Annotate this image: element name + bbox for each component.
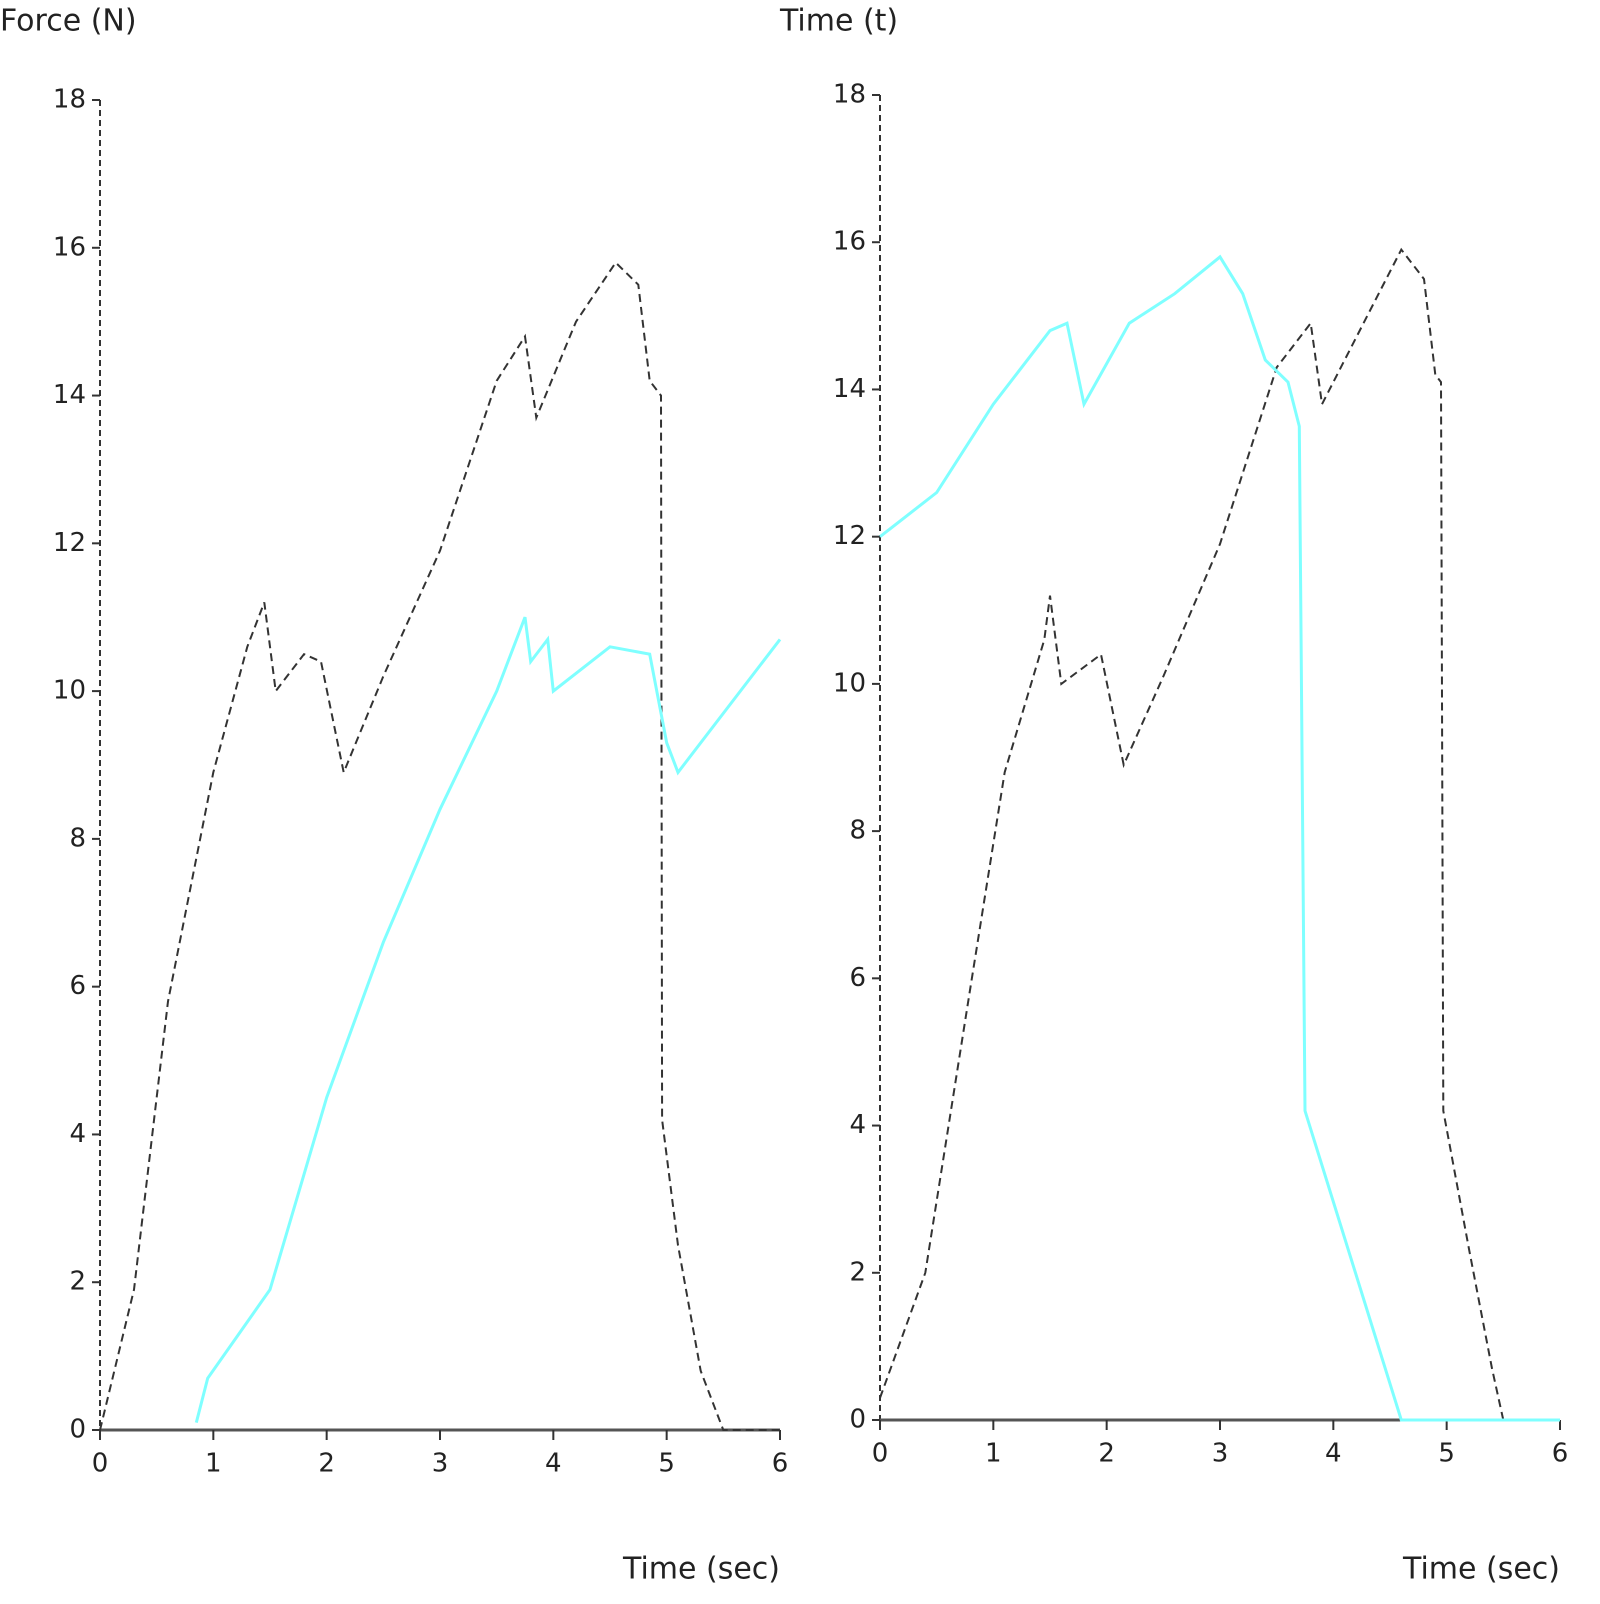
x-tick-label: 1 [205,1449,222,1479]
y-tick-label: 8 [69,823,86,853]
x-tick-label: 1 [985,1439,1002,1469]
y-tick-label: 4 [69,1119,86,1149]
y-axis-label: Time (t) [779,4,898,39]
y-tick-label: 12 [833,521,866,551]
y-tick-label: 8 [849,816,866,846]
x-axis-label: Time (sec) [622,1552,780,1587]
y-tick-label: 6 [849,963,866,993]
data-line [99,261,780,1431]
x-axis-label: Time (sec) [1402,1552,1560,1587]
data-line [879,247,1560,1421]
y-tick-label: 6 [69,971,86,1001]
y-tick-label: 2 [849,1257,866,1287]
x-tick-label: 5 [658,1449,675,1479]
data-line [879,254,1560,1422]
y-tick-label: 12 [53,528,86,558]
x-tick-label: 6 [772,1449,789,1479]
x-tick-label: 0 [92,1449,109,1479]
y-tick-label: 16 [53,232,86,262]
y-tick-label: 18 [833,80,866,110]
x-tick-label: 3 [432,1449,449,1479]
x-tick-label: 0 [872,1439,889,1469]
x-tick-label: 4 [1325,1439,1342,1469]
y-tick-label: 18 [53,85,86,115]
y-tick-label: 10 [833,668,866,698]
y-tick-label: 4 [849,1110,866,1140]
y-tick-label: 0 [849,1405,866,1435]
y-tick-label: 0 [69,1415,86,1445]
x-tick-label: 5 [1438,1439,1455,1469]
x-tick-label: 2 [318,1449,335,1479]
x-tick-label: 2 [1098,1439,1115,1469]
data-line [194,616,782,1423]
x-tick-label: 6 [1552,1439,1569,1469]
y-tick-label: 14 [833,374,866,404]
y-tick-label: 10 [53,676,86,706]
x-tick-label: 3 [1212,1439,1229,1469]
x-tick-label: 4 [545,1449,562,1479]
y-tick-label: 16 [833,227,866,257]
y-tick-label: 2 [69,1267,86,1297]
y-axis-label: Force (N) [0,4,137,39]
y-tick-label: 14 [53,380,86,410]
